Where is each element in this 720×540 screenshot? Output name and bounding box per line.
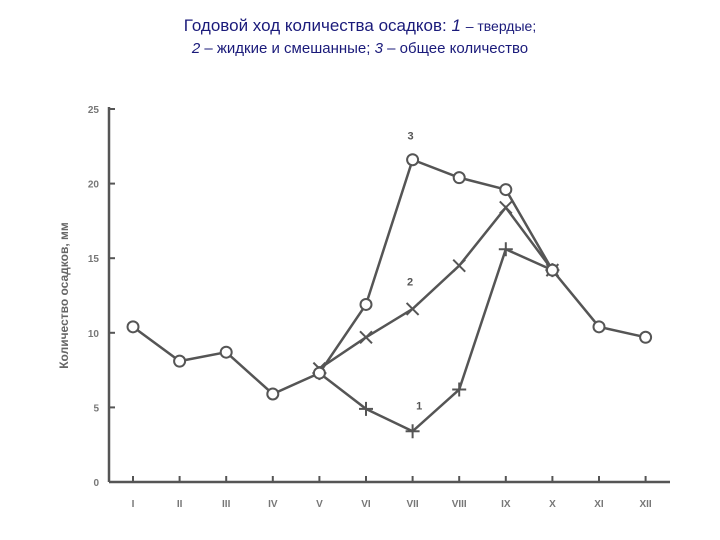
y-tick-label: 15 bbox=[88, 254, 100, 265]
data-point-circle bbox=[545, 263, 559, 277]
x-tick-label: III bbox=[222, 499, 231, 510]
x-tick-label: IX bbox=[501, 499, 511, 510]
data-point-plus bbox=[359, 401, 373, 416]
x-tick-label: II bbox=[177, 499, 183, 510]
series-label-2: 2 bbox=[407, 276, 413, 288]
data-point-circle bbox=[406, 153, 420, 167]
title-series2-text: – жидкие и смешанные; bbox=[204, 40, 371, 57]
y-tick-label: 10 bbox=[88, 329, 100, 340]
title-series3-text: – общее количество bbox=[387, 40, 529, 57]
title-series1-number: 1 bbox=[451, 16, 461, 35]
data-point-x bbox=[359, 330, 373, 344]
x-tick-label: VII bbox=[406, 499, 418, 510]
data-point-circle bbox=[359, 297, 373, 311]
y-tick-label: 0 bbox=[93, 478, 99, 489]
data-point-plus bbox=[498, 242, 513, 257]
series-label-3: 3 bbox=[408, 131, 414, 143]
data-point-circle bbox=[173, 354, 187, 368]
x-tick-label: I bbox=[132, 499, 135, 510]
data-point-circle bbox=[266, 387, 280, 401]
title-series2-number: 2 bbox=[191, 40, 201, 57]
x-tick-label: XII bbox=[639, 499, 651, 510]
title-series1-text: – твердые; bbox=[465, 18, 537, 34]
data-point-circle bbox=[592, 320, 606, 334]
title-main: Годовой ход количества осадков: bbox=[183, 16, 447, 35]
series-line-3 bbox=[132, 158, 646, 396]
y-tick-label: 20 bbox=[88, 180, 100, 191]
data-point-plus bbox=[405, 424, 420, 439]
x-tick-label: X bbox=[549, 499, 556, 510]
data-point-circle bbox=[219, 345, 233, 359]
x-tick-label: VI bbox=[361, 499, 371, 510]
chart-title: Годовой ход количества осадков: 1 – твер… bbox=[0, 14, 720, 60]
x-tick-label: VIII bbox=[452, 499, 467, 510]
data-point-circle bbox=[639, 330, 653, 344]
data-point-plus bbox=[452, 382, 467, 397]
y-axis-label: Количество осадков, мм bbox=[57, 222, 71, 369]
series-line-2 bbox=[318, 205, 554, 370]
y-tick-label: 25 bbox=[88, 105, 100, 116]
x-tick-label: V bbox=[316, 499, 323, 510]
data-point-circle bbox=[126, 320, 140, 334]
data-point-x bbox=[452, 258, 466, 273]
data-point-circle bbox=[452, 171, 466, 185]
data-point-x bbox=[405, 302, 420, 316]
data-point-circle bbox=[312, 366, 326, 380]
series-line-1 bbox=[318, 247, 553, 433]
data-point-x bbox=[499, 200, 513, 215]
x-tick-label: IV bbox=[268, 499, 278, 510]
x-tick-label: XI bbox=[594, 499, 604, 510]
data-point-circle bbox=[499, 183, 513, 197]
series-label-1: 1 bbox=[416, 400, 422, 412]
y-tick-label: 5 bbox=[93, 403, 99, 414]
title-series3-number: 3 bbox=[374, 40, 383, 57]
